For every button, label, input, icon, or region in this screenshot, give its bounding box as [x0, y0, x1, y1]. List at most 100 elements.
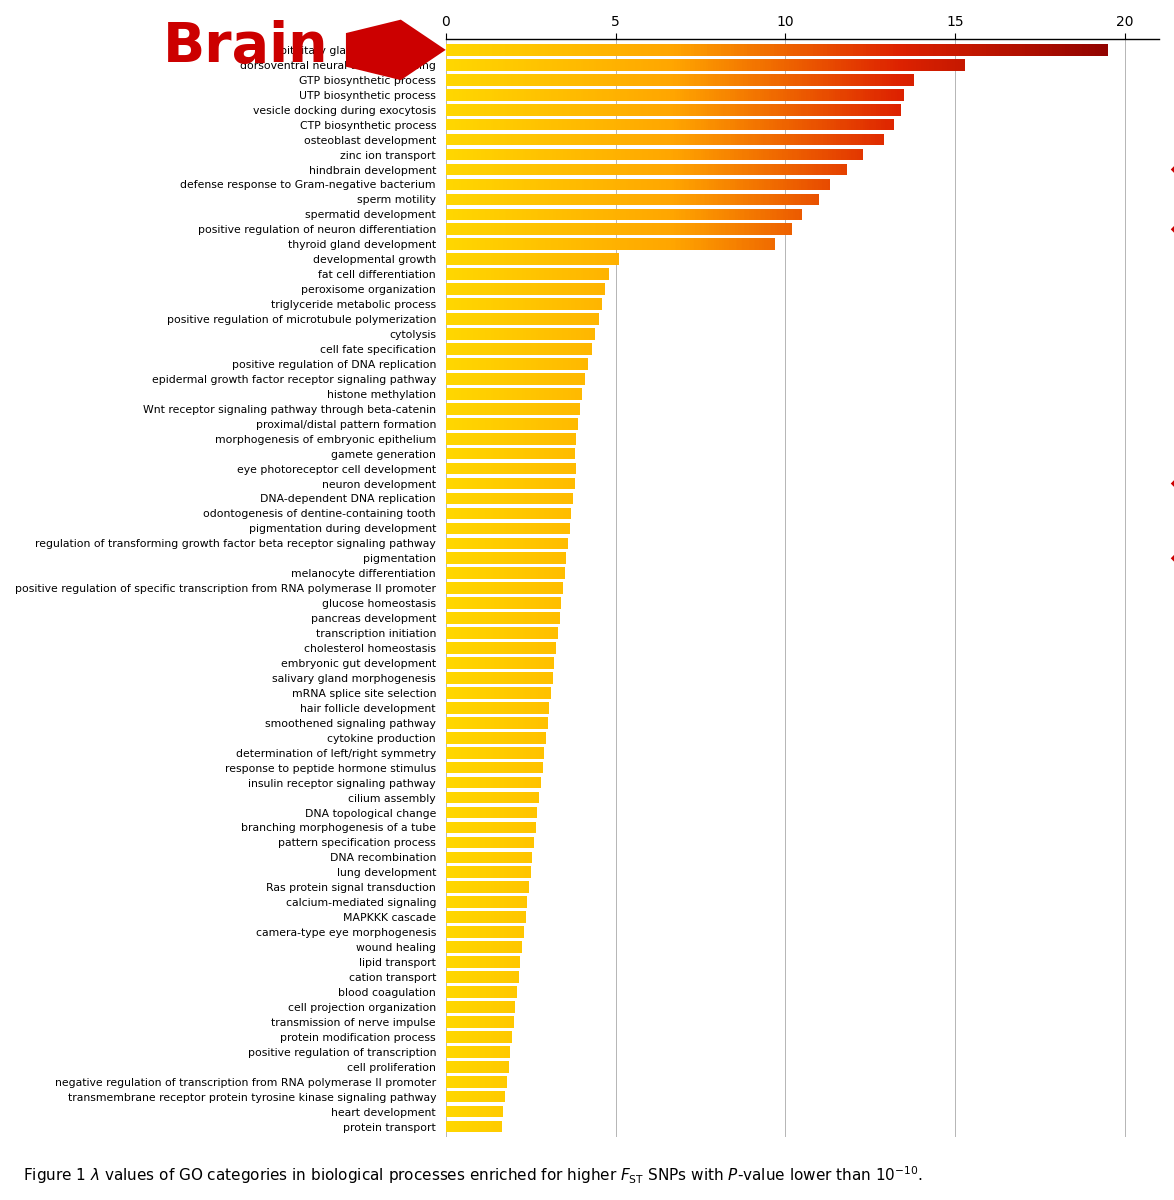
Bar	[643, 179, 646, 191]
Bar	[446, 163, 447, 175]
Bar	[744, 89, 745, 101]
Bar	[677, 44, 681, 55]
Bar	[578, 223, 579, 235]
Bar	[580, 149, 581, 161]
Bar	[826, 119, 829, 131]
Bar	[653, 104, 655, 115]
Bar	[730, 239, 733, 250]
Bar	[810, 104, 812, 115]
Bar	[538, 119, 540, 131]
Bar	[492, 179, 494, 191]
Bar	[825, 74, 828, 85]
Bar	[783, 209, 784, 221]
Bar	[649, 74, 652, 85]
Bar	[794, 44, 797, 55]
Bar	[625, 89, 627, 101]
Bar	[701, 149, 703, 161]
Bar	[776, 89, 778, 101]
Bar	[475, 163, 478, 175]
Bar	[473, 149, 475, 161]
Bar	[594, 209, 595, 221]
Bar	[542, 89, 545, 101]
Bar	[525, 149, 527, 161]
Bar	[770, 179, 772, 191]
Bar	[608, 223, 610, 235]
Bar	[798, 133, 801, 145]
Bar	[710, 223, 713, 235]
Bar	[741, 149, 742, 161]
Bar	[706, 239, 708, 250]
Bar	[841, 163, 843, 175]
Bar	[573, 209, 574, 221]
Bar	[689, 179, 691, 191]
Bar	[645, 133, 647, 145]
Bar	[846, 104, 849, 115]
Bar	[521, 89, 524, 101]
Bar	[1035, 44, 1039, 55]
Bar	[656, 59, 659, 71]
Bar	[575, 133, 578, 145]
Bar	[648, 59, 652, 71]
Bar	[466, 59, 470, 71]
Bar	[531, 223, 532, 235]
Bar	[524, 104, 526, 115]
Bar	[518, 163, 520, 175]
Bar	[529, 209, 532, 221]
Bar	[453, 193, 456, 205]
Bar	[730, 133, 733, 145]
Bar	[1065, 44, 1068, 55]
Bar	[742, 239, 744, 250]
Bar	[784, 209, 787, 221]
Bar	[1078, 44, 1081, 55]
Bar	[535, 223, 538, 235]
Bar	[718, 104, 721, 115]
Bar	[767, 163, 768, 175]
Bar	[461, 179, 463, 191]
Bar	[569, 239, 571, 250]
Bar	[688, 149, 690, 161]
Bar	[546, 209, 547, 221]
Bar	[575, 59, 579, 71]
Bar	[659, 59, 661, 71]
Bar	[589, 149, 592, 161]
Bar	[801, 163, 803, 175]
Bar	[575, 104, 578, 115]
Bar	[531, 133, 533, 145]
Bar	[669, 133, 672, 145]
Bar	[645, 239, 647, 250]
Bar	[556, 223, 559, 235]
Bar	[989, 44, 992, 55]
Bar	[567, 223, 568, 235]
Bar	[485, 239, 487, 250]
Bar	[714, 44, 717, 55]
Bar	[512, 44, 515, 55]
Bar	[913, 59, 916, 71]
Bar	[586, 193, 588, 205]
Bar	[804, 119, 807, 131]
Bar	[1028, 44, 1032, 55]
Bar	[851, 89, 853, 101]
Bar	[553, 179, 555, 191]
Bar	[565, 223, 567, 235]
Bar	[507, 104, 510, 115]
Bar	[639, 193, 640, 205]
Bar	[952, 59, 954, 71]
Bar	[540, 89, 542, 101]
Bar	[706, 193, 707, 205]
Bar	[633, 209, 635, 221]
Bar	[838, 163, 841, 175]
Bar	[684, 223, 687, 235]
Bar	[661, 119, 663, 131]
Bar	[807, 119, 809, 131]
Bar	[723, 89, 726, 101]
Bar	[535, 74, 538, 85]
Bar	[956, 44, 959, 55]
Bar	[465, 193, 466, 205]
Bar	[650, 149, 653, 161]
Bar	[654, 59, 656, 71]
Bar	[863, 89, 865, 101]
Bar	[736, 209, 738, 221]
Bar	[460, 193, 463, 205]
Bar	[653, 193, 655, 205]
Bar	[825, 149, 828, 161]
